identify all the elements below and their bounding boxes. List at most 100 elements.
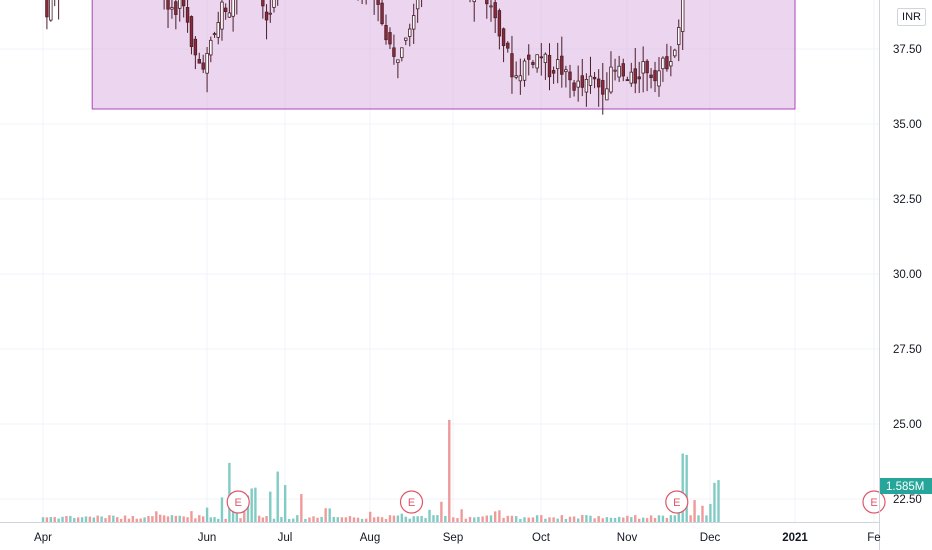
candle xyxy=(514,61,518,80)
earnings-marker[interactable]: E xyxy=(399,490,424,514)
candle xyxy=(49,0,53,22)
volume-bar xyxy=(246,495,250,522)
volume-bar xyxy=(564,518,568,522)
x-tick-label: Sep xyxy=(443,532,463,544)
candle xyxy=(596,69,601,107)
volume-bar xyxy=(713,482,716,522)
volume-bar xyxy=(506,515,509,522)
candle xyxy=(178,0,182,22)
svg-text:E: E xyxy=(673,497,680,509)
volume-bar xyxy=(250,488,253,522)
candle xyxy=(485,0,489,19)
volume-bar xyxy=(531,517,535,522)
x-tick-label: Apr xyxy=(34,532,52,544)
volume-bar xyxy=(456,518,459,522)
candle xyxy=(376,0,380,22)
candle xyxy=(625,76,630,82)
candle xyxy=(657,57,661,97)
volume-bar xyxy=(300,494,303,522)
axes xyxy=(0,0,880,550)
candle xyxy=(645,59,649,92)
volume-bar xyxy=(92,517,95,522)
candle xyxy=(189,15,194,55)
volume-bar xyxy=(701,505,704,522)
candle xyxy=(231,0,235,32)
volume-bar xyxy=(368,511,372,522)
candle xyxy=(493,0,497,34)
volume-bar xyxy=(166,516,170,522)
volume-bar xyxy=(661,515,665,522)
volume-bar xyxy=(396,515,400,522)
volume-bar xyxy=(324,508,327,522)
earnings-marker[interactable]: E xyxy=(665,490,689,514)
candle xyxy=(592,72,597,89)
candle xyxy=(661,56,665,82)
volume-bar xyxy=(634,515,637,522)
volume-bar xyxy=(356,517,360,522)
volume-bar xyxy=(45,517,49,522)
volume-bar xyxy=(452,517,455,522)
candle xyxy=(617,55,621,83)
volume-bar xyxy=(568,516,572,522)
volume-bar xyxy=(576,518,580,522)
volume-bar xyxy=(328,508,331,522)
volume-bar xyxy=(123,515,127,522)
volume-bar xyxy=(194,518,197,522)
volume-bar xyxy=(139,518,142,522)
volume-bar xyxy=(217,518,220,522)
candle xyxy=(621,58,625,82)
volume-bar xyxy=(135,518,138,522)
volume-bar xyxy=(552,517,555,522)
volume-bar xyxy=(444,515,447,522)
y-tick-label: 30.00 xyxy=(893,269,922,281)
candle xyxy=(166,0,170,28)
volume-bar xyxy=(601,518,604,522)
y-tick-label: 35.00 xyxy=(893,119,922,131)
earnings-marker[interactable]: E xyxy=(862,490,886,514)
volume-bar xyxy=(296,515,299,522)
volume-bar xyxy=(380,517,384,522)
volume-bar xyxy=(316,517,319,522)
volume-bar xyxy=(272,518,276,522)
candle xyxy=(588,56,593,94)
candle xyxy=(163,0,165,10)
volume-bar xyxy=(228,462,231,522)
candle xyxy=(380,0,384,26)
candle xyxy=(58,0,60,20)
volume-bar xyxy=(408,518,411,522)
volume-bar xyxy=(147,515,150,522)
earnings-marker[interactable]: E xyxy=(226,490,250,514)
volume-bar xyxy=(424,518,427,522)
x-tick-label: Dec xyxy=(700,532,721,544)
volume-bar xyxy=(384,518,388,522)
volume-bar xyxy=(116,517,119,522)
y-axis-ticks: 22.5025.0027.5030.0032.5035.0037.5040.00… xyxy=(893,44,922,506)
volume-bar xyxy=(477,516,480,522)
volume-bar xyxy=(630,517,633,522)
candle xyxy=(669,46,673,77)
volume-bar xyxy=(510,515,514,522)
volume-bar xyxy=(436,515,439,522)
candle xyxy=(539,43,544,76)
candle xyxy=(629,62,633,87)
range-rectangle[interactable] xyxy=(91,0,796,110)
candle xyxy=(227,0,232,18)
currency-label[interactable]: INR xyxy=(897,8,926,26)
candle xyxy=(681,0,685,51)
volume-bar xyxy=(689,515,692,522)
volume-bar xyxy=(213,517,216,522)
x-tick-label: Aug xyxy=(360,532,380,544)
candle xyxy=(388,27,392,50)
volume-bar xyxy=(41,517,45,522)
volume-bar xyxy=(352,517,356,522)
x-tick-label: Jun xyxy=(198,532,217,544)
volume-bar xyxy=(404,516,407,522)
volume-bar xyxy=(519,518,522,522)
volume-bar xyxy=(485,515,489,522)
volume-bar xyxy=(464,518,468,522)
volume-bar xyxy=(673,515,676,522)
volume-bar xyxy=(308,517,311,522)
volume-bar xyxy=(288,518,291,522)
volume-bar xyxy=(535,515,539,522)
